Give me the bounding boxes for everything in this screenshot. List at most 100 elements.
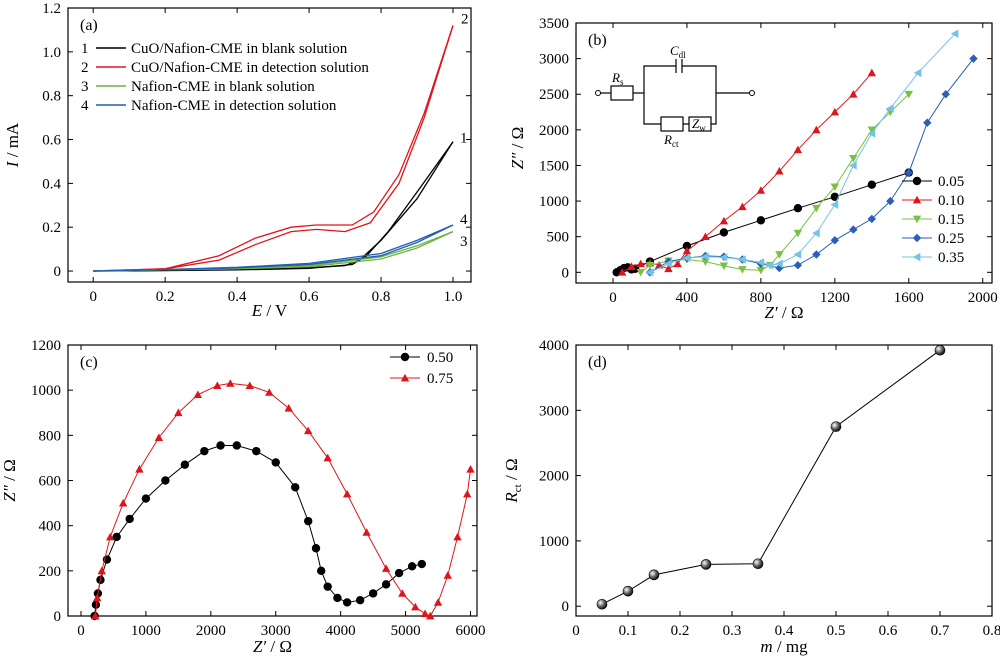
nyquist-line-0.35 [649, 33, 956, 273]
nyquist-point [941, 90, 950, 99]
nyquist-point [443, 571, 452, 579]
nyquist-point [333, 593, 342, 603]
panel-c-axes: 0 1000 2000 3000 4000 5000 6000 0 200 400 600 800 10… [31, 338, 486, 639]
y-tick-label: 0.8 [42, 89, 61, 105]
legend-marker [912, 195, 922, 204]
y-tick-label: 1200 [31, 338, 61, 354]
nyquist-point [756, 216, 766, 225]
panel-a-axes: 0 0.2 0.4 0.6 0.8 1.0 0 0.2 0.4 0.6 0.8 1.0 1.2 (a) [42, 1, 472, 305]
y-tick-label: 200 [39, 564, 62, 580]
y-tick-label: 0.2 [42, 220, 61, 236]
x-tick-label: 1600 [894, 290, 924, 306]
nyquist-point [775, 251, 784, 259]
nyquist-point [252, 446, 261, 456]
nyquist-line-0.25 [649, 58, 974, 273]
nyquist-point [682, 241, 692, 251]
y-tick-label: 500 [547, 230, 570, 246]
nyquist-point [701, 252, 709, 261]
nyquist-point [105, 532, 115, 541]
circuit-terminal [749, 90, 755, 96]
nyquist-point [812, 228, 820, 238]
zw-label: Zw [692, 116, 706, 133]
nyquist-point [213, 381, 222, 390]
nyquist-point [420, 609, 430, 618]
nyquist-point [719, 253, 728, 262]
legend-entry: 0.35 [938, 250, 964, 266]
nyquist-point [362, 528, 371, 536]
nyquist-point [756, 186, 766, 194]
nyquist-point [265, 388, 274, 396]
cdl-label: Cdl [670, 43, 686, 60]
y-axis-title-d: Rct / Ω [502, 458, 524, 503]
nyquist-point [913, 68, 922, 78]
x-tick-label: 3000 [261, 623, 291, 639]
x-tick-label: 6000 [456, 623, 486, 639]
legend-marker [912, 252, 921, 262]
y-tick-label: 1.0 [42, 45, 61, 61]
nyquist-point [849, 161, 857, 170]
x-tick-label: 400 [676, 290, 699, 306]
y-tick-label: 1000 [539, 194, 569, 210]
legend-c: 0.50 0.75 [390, 350, 453, 387]
rct-point [622, 585, 634, 597]
nyquist-point [398, 589, 407, 597]
nyquist-point [91, 600, 101, 609]
nyquist-point [636, 259, 645, 268]
x-tick-label: 0.3 [723, 623, 742, 639]
nyquist-point [93, 593, 102, 602]
legend-marker [400, 373, 410, 382]
x-tick-label: 0.6 [879, 623, 898, 639]
warburg-element [688, 116, 712, 132]
nyquist-point [407, 562, 417, 571]
nyquist-point [193, 390, 203, 399]
y-axis-title-b: Z″ / Ω [508, 127, 527, 169]
y-tick-label: 400 [39, 519, 62, 535]
rct-line [601, 349, 941, 605]
x-tick-label: 0.4 [228, 289, 247, 305]
nyquist-point [812, 250, 821, 259]
x-tick-label: 0 [609, 290, 617, 306]
nyquist-point [91, 611, 100, 620]
nyquist-point [180, 460, 190, 469]
x-tick-label: 0 [89, 289, 97, 305]
x-axis-title-c: Z′ / Ω [253, 637, 292, 656]
panel-label: (a) [80, 17, 98, 34]
panel-c-series [90, 379, 475, 621]
circuit-terminal [595, 90, 601, 96]
legend-marker [912, 233, 922, 243]
nyquist-point [812, 204, 821, 213]
curve-end-label: 4 [460, 212, 468, 228]
nyquist-point [886, 196, 895, 206]
nyquist-point [311, 544, 321, 553]
cv-reverse-scan-4 [93, 224, 454, 272]
nyquist-point [673, 259, 682, 268]
legend-entry: 0.25 [938, 231, 964, 247]
nyquist-point [291, 483, 300, 492]
x-tick-label: 2000 [968, 290, 998, 306]
x-tick-label: 0.1 [619, 623, 638, 639]
nyquist-point [645, 261, 655, 270]
legend-entry: CuO/Nafion-CME in detection solution [131, 60, 369, 76]
nyquist-point [135, 465, 144, 473]
nyquist-point [904, 90, 913, 99]
nyquist-point [738, 266, 747, 274]
rct-point [596, 598, 608, 610]
y-tick-label: 1500 [539, 158, 569, 174]
nyquist-point [812, 125, 821, 134]
x-tick-label: 0.2 [671, 623, 690, 639]
nyquist-point [323, 453, 332, 462]
nyquist-point [433, 598, 443, 606]
nyquist-point [97, 566, 106, 575]
nyquist-point [793, 204, 803, 213]
nyquist-point [232, 441, 241, 450]
nyquist-point [271, 458, 280, 467]
nyquist-point [830, 107, 840, 116]
nyquist-point [161, 476, 170, 485]
nyquist-point [316, 566, 326, 576]
y-tick-label: 2500 [539, 87, 569, 103]
nyquist-point [323, 582, 332, 591]
nyquist-point [304, 516, 313, 526]
nyquist-point [682, 253, 691, 263]
nyquist-point [738, 202, 747, 211]
legend-entry: CuO/Nafion-CME in blank solution [131, 41, 348, 57]
